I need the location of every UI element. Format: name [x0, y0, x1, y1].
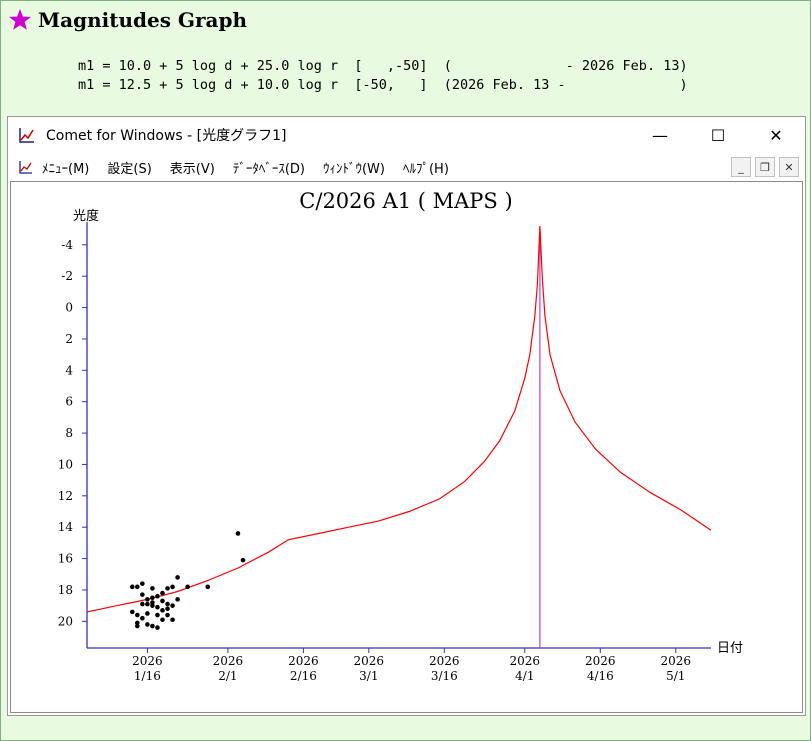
- observation-point: [150, 600, 155, 605]
- x-tick-label: 2026: [213, 654, 244, 668]
- x-tick-label: 1/16: [134, 669, 161, 683]
- observation-point: [155, 625, 160, 630]
- observation-point: [160, 590, 165, 596]
- mdi-close-button[interactable]: ✕: [779, 157, 799, 177]
- observation-point: [129, 584, 135, 590]
- x-tick-label: 3/16: [431, 669, 458, 683]
- observation-point: [165, 601, 170, 607]
- page-heading: Magnitudes Graph: [8, 6, 247, 34]
- document-chart-icon[interactable]: [18, 159, 34, 175]
- y-axis-label: 光度: [73, 208, 99, 224]
- y-tick-label: 12: [58, 489, 73, 503]
- x-tick-label: 2/16: [290, 669, 317, 683]
- observation-point: [160, 608, 165, 613]
- x-axis-label: 日付: [717, 641, 743, 656]
- chart-title: C/2026 A1 ( MAPS ): [299, 189, 512, 213]
- observation-point: [175, 597, 180, 602]
- observation-point: [150, 595, 155, 601]
- x-tick-label: 4/16: [587, 669, 614, 683]
- x-tick-label: 2026: [510, 654, 541, 668]
- y-tick-label: 16: [58, 552, 73, 566]
- y-tick-label: 10: [58, 457, 73, 471]
- observation-point: [165, 586, 170, 591]
- close-button[interactable]: ✕: [769, 125, 783, 145]
- window-title: Comet for Windows - [光度グラフ1]: [46, 128, 287, 144]
- observation-point: [185, 584, 190, 590]
- observation-point: [150, 586, 155, 591]
- menu-bar: ﾒﾆｭｰ(M) 設定(S) 表示(V) ﾃﾞｰﾀﾍﾞｰｽ(D) ｳｨﾝﾄﾞｳ(W…: [8, 153, 805, 181]
- menu-item-help[interactable]: ﾍﾙﾌﾟ(H): [402, 161, 449, 177]
- x-tick-label: 2026: [288, 654, 319, 668]
- formula-line-2: m1 = 12.5 + 5 log d + 10.0 log r [-50, ]…: [78, 77, 688, 93]
- observation-point: [135, 584, 140, 590]
- observation-point: [155, 612, 160, 618]
- magnitude-curve: [86, 225, 712, 613]
- window-controls: — ☐ ✕: [631, 117, 805, 153]
- observation-point: [170, 584, 175, 590]
- y-tick-label: 6: [65, 395, 73, 409]
- observation-point: [205, 584, 211, 590]
- menu-item-window[interactable]: ｳｨﾝﾄﾞｳ(W): [322, 161, 385, 177]
- app-chart-icon: [19, 128, 34, 143]
- star-icon: [9, 9, 31, 30]
- x-tick-label: 2026: [429, 654, 460, 668]
- formula-line-1: m1 = 10.0 + 5 log d + 25.0 log r [ ,-50]…: [78, 58, 688, 74]
- mdi-restore-button[interactable]: ❐: [755, 157, 775, 177]
- y-tick-label: 14: [58, 520, 74, 534]
- x-tick-label: 5/1: [666, 669, 685, 683]
- observation-point: [140, 592, 145, 597]
- observation-point: [135, 623, 140, 629]
- y-tick-label: 4: [65, 363, 73, 377]
- x-tick-label: 2026: [585, 654, 616, 668]
- y-tick-label: 8: [65, 426, 73, 440]
- observation-point: [150, 623, 155, 629]
- y-tick-label: -4: [61, 238, 73, 252]
- page-title: Magnitudes Graph: [38, 8, 248, 32]
- observation-point: [165, 612, 170, 618]
- observation-point: [235, 531, 241, 536]
- x-tick-label: 2026: [132, 654, 163, 668]
- mdi-minimize-button[interactable]: _: [731, 157, 751, 177]
- observation-point: [145, 597, 150, 602]
- observation-point: [170, 603, 175, 608]
- x-tick-label: 3/1: [359, 669, 378, 683]
- mdi-controls: _ ❐ ✕: [731, 157, 799, 177]
- x-tick-label: 2026: [354, 654, 385, 668]
- y-tick-label: 2: [65, 332, 73, 346]
- x-tick-label: 2026: [661, 654, 692, 668]
- y-tick-label: 0: [65, 301, 73, 315]
- menu-item-settings[interactable]: 設定(S): [107, 161, 152, 177]
- y-tick-label: 18: [58, 583, 73, 597]
- minimize-button[interactable]: —: [652, 125, 668, 145]
- observation-point: [145, 611, 150, 616]
- x-tick-label: 4/1: [515, 669, 534, 683]
- chart-panel: C/2026 A1 ( MAPS ) 光度日付 -4 -2 0 2 4 6 8 10 12 14 16 1…: [10, 181, 803, 713]
- observation-point: [170, 617, 175, 623]
- observation-point: [160, 598, 165, 604]
- app-window: Comet for Windows - [光度グラフ1] — ☐ ✕ ﾒﾆｭｰ(…: [7, 116, 806, 716]
- observation-point: [160, 617, 165, 623]
- y-tick-label: -2: [61, 269, 73, 283]
- menu-item-view[interactable]: 表示(V): [169, 161, 215, 177]
- observation-point: [145, 601, 150, 607]
- window-titlebar[interactable]: Comet for Windows - [光度グラフ1] — ☐ ✕: [8, 117, 805, 153]
- observation-point: [175, 575, 180, 580]
- observation-point: [140, 615, 145, 621]
- observation-point: [140, 601, 145, 607]
- menu-item-menu[interactable]: ﾒﾆｭｰ(M): [42, 161, 90, 177]
- menu-item-database[interactable]: ﾃﾞｰﾀﾍﾞｰｽ(D): [232, 161, 305, 177]
- x-tick-label: 2/1: [218, 669, 237, 683]
- observation-point: [129, 609, 135, 615]
- observation-point: [165, 606, 170, 612]
- observation-point: [145, 622, 150, 627]
- maximize-button[interactable]: ☐: [710, 125, 726, 145]
- observation-point: [140, 581, 145, 586]
- observation-point: [155, 593, 160, 599]
- observation-point: [240, 557, 246, 563]
- observation-point: [135, 612, 140, 618]
- observation-point: [155, 604, 160, 610]
- y-tick-label: 20: [58, 614, 73, 628]
